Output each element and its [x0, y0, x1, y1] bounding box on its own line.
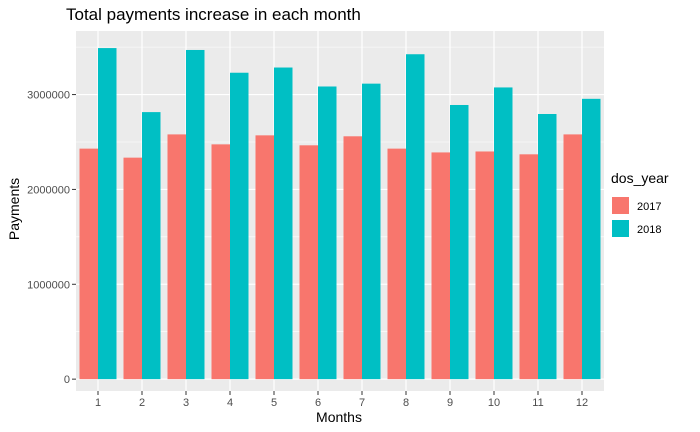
- legend-label-2017: 2017: [637, 201, 661, 213]
- y-tick-label: 3000000: [27, 90, 70, 102]
- bar-2018-month-1: [98, 48, 117, 380]
- x-tick-label: 3: [183, 397, 189, 409]
- x-tick-label: 8: [403, 397, 409, 409]
- bar-2017-month-4: [211, 144, 230, 380]
- x-tick-label: 1: [95, 397, 101, 409]
- x-tick-label: 9: [447, 397, 453, 409]
- x-tick-label: 12: [576, 397, 588, 409]
- legend-label-2018: 2018: [637, 224, 661, 236]
- x-tick-label: 2: [139, 397, 145, 409]
- x-tick-label: 5: [271, 397, 277, 409]
- bar-2018-month-10: [494, 87, 513, 380]
- bar-2017-month-8: [387, 148, 406, 380]
- y-tick-label: 1000000: [27, 279, 70, 291]
- legend: dos_year 2017 2018: [611, 170, 669, 237]
- bar-2018-month-8: [406, 54, 425, 380]
- bar-2017-month-1: [79, 148, 98, 380]
- y-axis-title: Payments: [6, 178, 22, 240]
- x-tick-label: 11: [532, 397, 543, 409]
- bar-2018-month-11: [538, 114, 557, 380]
- bar-2017-month-9: [431, 152, 450, 380]
- bar-2017-month-7: [343, 136, 362, 380]
- x-tick-label: 4: [227, 397, 233, 409]
- bar-2018-month-3: [186, 49, 205, 380]
- bar-2018-month-9: [450, 104, 469, 380]
- bar-2017-month-12: [563, 134, 582, 380]
- bar-2018-month-2: [142, 112, 161, 380]
- bar-2018-month-7: [362, 83, 381, 380]
- legend-key-2018: [612, 220, 629, 237]
- legend-title: dos_year: [611, 170, 669, 186]
- bar-2018-month-4: [230, 72, 249, 380]
- legend-key-2017: [612, 197, 629, 214]
- bar-2017-month-10: [475, 151, 494, 380]
- bar-2018-month-5: [274, 67, 293, 380]
- x-tick-label: 7: [359, 397, 365, 409]
- bar-2017-month-6: [299, 145, 318, 380]
- y-tick-label: 0: [64, 374, 70, 386]
- y-tick-label: 2000000: [27, 184, 70, 196]
- bar-2017-month-11: [519, 154, 538, 380]
- bar-2018-month-12: [582, 98, 601, 380]
- bar-2017-month-5: [255, 135, 274, 380]
- x-axis-title: Months: [316, 409, 362, 425]
- x-tick-label: 6: [315, 397, 321, 409]
- x-tick-label: 10: [488, 397, 500, 409]
- bar-2017-month-2: [123, 157, 142, 380]
- bar-2018-month-6: [318, 86, 337, 380]
- panel-background: [76, 31, 604, 391]
- chart-title: Total payments increase in each month: [66, 5, 361, 24]
- bar-2017-month-3: [167, 134, 186, 380]
